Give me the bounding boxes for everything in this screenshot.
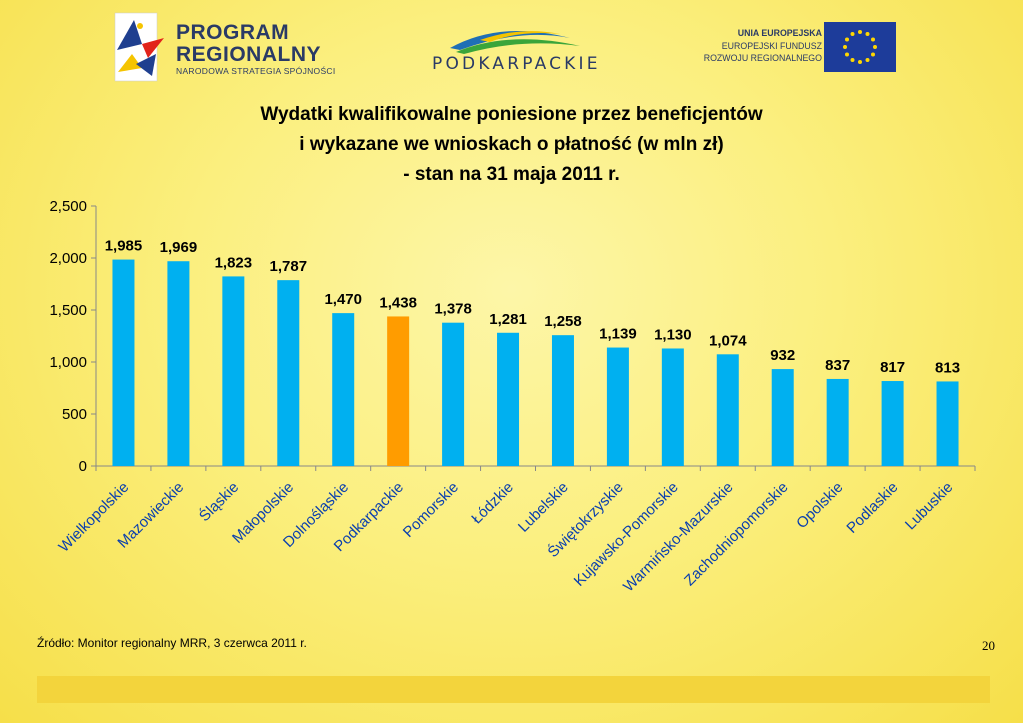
- category-label: Łódzkie: [468, 479, 517, 528]
- data-label: 1,258: [544, 313, 582, 330]
- data-label: 817: [880, 359, 905, 376]
- category-label: Śląskie: [195, 478, 242, 525]
- logo-center-text: PODKARPACKIE: [432, 54, 601, 74]
- bar: [332, 313, 355, 466]
- bar: [387, 316, 410, 466]
- bar: [606, 347, 629, 466]
- data-label: 837: [825, 357, 850, 374]
- logo-left-subtitle: NARODOWA STRATEGIA SPÓJNOŚCI: [176, 66, 336, 76]
- data-label: 1,969: [160, 239, 198, 256]
- logo-left-title: PROGRAM REGIONALNY: [176, 22, 321, 66]
- category-label: Lubelskie: [515, 479, 572, 536]
- bar: [716, 354, 739, 466]
- bar: [826, 378, 849, 466]
- bar: [442, 322, 465, 466]
- category-label: Lubuskie: [902, 479, 956, 533]
- y-tick-label: 1,500: [49, 302, 87, 319]
- chart-title-line3: - stan na 31 maja 2011 r.: [403, 164, 620, 185]
- category-label: Opolskie: [793, 479, 846, 532]
- y-tick-label: 500: [62, 406, 87, 423]
- data-label: 1,985: [105, 238, 143, 255]
- chart-title-line2: i wykazane we wnioskach o płatność (w ml…: [299, 134, 724, 155]
- bar: [661, 348, 684, 466]
- eu-logo-line3: ROZWOJU REGIONALNEGO: [703, 53, 822, 63]
- data-label: 1,378: [434, 301, 472, 318]
- eu-flag-icon: [824, 22, 896, 72]
- y-tick-label: 2,500: [49, 198, 87, 215]
- data-label: 1,139: [599, 326, 637, 343]
- data-label: 1,823: [215, 254, 253, 271]
- bar: [277, 280, 300, 466]
- page-number: 20: [982, 638, 995, 653]
- logo-left-line1: PROGRAM: [176, 21, 290, 44]
- bar: [167, 261, 190, 466]
- y-tick-label: 1,000: [49, 354, 87, 371]
- bar: [936, 381, 959, 466]
- data-label: 932: [770, 347, 795, 364]
- podkarpackie-logo: PODKARPACKIE: [420, 20, 600, 80]
- source-note: Źródło: Monitor regionalny MRR, 3 czerwc…: [37, 636, 307, 650]
- category-label: Kujawsko-Pomorskie: [571, 479, 682, 590]
- bar: [222, 276, 245, 466]
- data-label: 813: [935, 359, 960, 376]
- category-label: Pomorskie: [400, 479, 462, 541]
- footer-band: [37, 676, 990, 703]
- bar: [881, 381, 904, 466]
- data-label: 1,281: [489, 311, 527, 328]
- y-tick-label: 0: [79, 458, 87, 475]
- eu-logo: UNIA EUROPEJSKA EUROPEJSKI FUNDUSZ ROZWO…: [690, 22, 900, 74]
- data-label: 1,470: [324, 291, 362, 308]
- data-label: 1,438: [379, 294, 417, 311]
- data-label: 1,074: [709, 332, 747, 349]
- y-tick-label: 2,000: [49, 250, 87, 267]
- bar: [771, 369, 794, 466]
- data-label: 1,130: [654, 326, 692, 343]
- podkarpackie-swoosh-icon: [450, 30, 580, 54]
- bar: [551, 335, 574, 466]
- program-regionalny-logo: PROGRAM REGIONALNY NARODOWA STRATEGIA SP…: [112, 10, 352, 85]
- program-regionalny-emblem-icon: [114, 12, 164, 82]
- category-label: Warmińsko-Mazurskie: [620, 479, 737, 596]
- eu-logo-line1: UNIA EUROPEJSKA: [737, 28, 822, 38]
- bar-chart: 05001,0001,5002,0002,5001,985Wielkopolsk…: [49, 198, 976, 596]
- data-label: 1,787: [270, 258, 308, 275]
- logo-left-line2: REGIONALNY: [176, 43, 322, 66]
- eu-logo-line2: EUROPEJSKI FUNDUSZ: [721, 41, 822, 51]
- chart-title-line1: Wydatki kwalifikowalne poniesione przez …: [260, 104, 763, 125]
- category-label: Zachodniopomorskie: [681, 479, 791, 589]
- category-label: Podlaskie: [843, 479, 901, 537]
- bar: [112, 259, 135, 466]
- bar: [497, 332, 520, 466]
